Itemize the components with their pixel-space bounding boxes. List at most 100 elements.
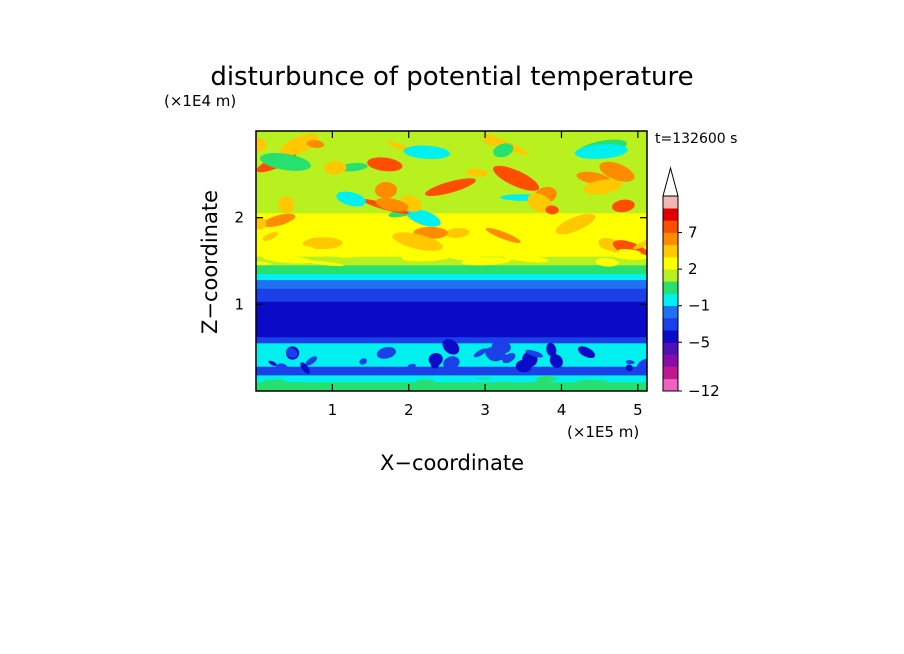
x-tick-label-0: 1 bbox=[328, 401, 338, 419]
time-label: t=132600 s bbox=[655, 131, 737, 147]
plot-frame bbox=[255, 130, 648, 392]
contour-feature-56 bbox=[305, 260, 344, 267]
contour-feature-26 bbox=[583, 179, 623, 195]
contour-feature-71 bbox=[525, 349, 543, 358]
x-axis-label: X−coordinate bbox=[380, 451, 524, 475]
contour-feature-74 bbox=[300, 362, 310, 374]
colorbar-cell-1 bbox=[663, 366, 678, 380]
colorbar-cell-3 bbox=[663, 342, 678, 355]
contour-feature-63 bbox=[279, 245, 315, 254]
colorbar-cell-5 bbox=[663, 317, 678, 331]
contour-band-5 bbox=[256, 280, 647, 290]
colorbar-label-4: −5 bbox=[688, 333, 710, 351]
contour-feature-40 bbox=[302, 237, 343, 250]
contour-band-12 bbox=[256, 382, 647, 391]
colorbar-cell-2 bbox=[663, 354, 678, 367]
contour-feature-33 bbox=[260, 152, 311, 171]
colorbar-cell-10 bbox=[663, 256, 678, 270]
colorbar-cell-14 bbox=[663, 208, 678, 221]
y-axis-label: Z−coordinate bbox=[198, 190, 222, 334]
contour-feature-102 bbox=[493, 381, 512, 384]
contour-feature-88 bbox=[376, 346, 396, 359]
contour-feature-81 bbox=[577, 346, 596, 359]
contour-feature-82 bbox=[268, 360, 277, 366]
contour-feature-109 bbox=[415, 379, 435, 385]
contour-feature-75 bbox=[549, 354, 563, 368]
contour-feature-9 bbox=[445, 228, 470, 238]
contour-feature-89 bbox=[407, 363, 416, 369]
contour-feature-23 bbox=[279, 133, 319, 156]
contour-feature-67 bbox=[625, 360, 635, 365]
contour-feature-85 bbox=[443, 356, 460, 370]
contour-feature-43 bbox=[403, 145, 450, 160]
contour-feature-79 bbox=[442, 339, 460, 355]
y-tick-label-0: 1 bbox=[234, 295, 244, 313]
contour-feature-87 bbox=[473, 348, 487, 358]
contour-feature-32 bbox=[324, 161, 347, 175]
x-tick-label-1: 2 bbox=[404, 401, 414, 419]
contour-feature-92 bbox=[485, 347, 502, 362]
colorbar-cell-9 bbox=[663, 269, 678, 282]
contour-feature-77 bbox=[546, 342, 557, 357]
contour-feature-105 bbox=[324, 383, 343, 388]
contour-feature-21 bbox=[466, 168, 488, 177]
contour-feature-107 bbox=[278, 383, 301, 388]
contour-feature-31 bbox=[545, 205, 559, 215]
colorbar-cell-15 bbox=[663, 196, 678, 209]
contour-feature-97 bbox=[546, 383, 573, 390]
contour-feature-47 bbox=[262, 255, 312, 264]
x-tick-label-2: 3 bbox=[480, 401, 490, 419]
contour-feature-7 bbox=[262, 213, 296, 228]
contour-feature-93 bbox=[515, 359, 532, 373]
contour-feature-42 bbox=[392, 232, 443, 251]
contour-band-6 bbox=[256, 288, 647, 303]
contour-features bbox=[256, 133, 647, 391]
contour-feature-90 bbox=[285, 347, 298, 358]
contour-feature-73 bbox=[276, 363, 288, 372]
colorbar-cell-7 bbox=[663, 293, 678, 306]
contour-feature-64 bbox=[573, 246, 617, 257]
x-scale-label: (×1E5 m) bbox=[567, 423, 639, 441]
contour-feature-94 bbox=[618, 384, 647, 387]
colorbar-label-7: −1 bbox=[688, 297, 710, 315]
contour-feature-76 bbox=[637, 358, 647, 370]
x-tick-label-3: 4 bbox=[557, 401, 567, 419]
contour-feature-27 bbox=[527, 193, 552, 213]
contour-feature-37 bbox=[336, 191, 366, 207]
contour-band-7 bbox=[256, 301, 647, 338]
contour-feature-53 bbox=[513, 247, 533, 254]
contour-feature-35 bbox=[262, 231, 279, 241]
chart-title: disturbunce of potential temperature bbox=[210, 62, 693, 92]
contour-feature-28 bbox=[493, 143, 514, 158]
colorbar-cell-6 bbox=[663, 305, 678, 319]
contour-feature-100 bbox=[510, 384, 535, 391]
colorbar: −12−5−127 bbox=[662, 166, 720, 400]
contour-feature-104 bbox=[536, 376, 558, 382]
contour-feature-2 bbox=[555, 213, 596, 235]
contour-feature-58 bbox=[610, 251, 647, 260]
contour-feature-65 bbox=[319, 250, 341, 256]
colorbar-cell-13 bbox=[663, 220, 678, 233]
contour-feature-44 bbox=[375, 197, 409, 212]
contour-feature-91 bbox=[359, 358, 368, 365]
contour-feature-84 bbox=[428, 352, 443, 366]
contour-feature-52 bbox=[461, 257, 512, 266]
contour-feature-15 bbox=[485, 227, 521, 243]
contour-feature-29 bbox=[425, 178, 476, 196]
x-axis: 1 2 3 4 5 bbox=[328, 131, 643, 419]
contour-band-10 bbox=[256, 366, 647, 376]
contour-band-2 bbox=[256, 256, 647, 266]
contour-feature-12 bbox=[611, 199, 635, 213]
contour-feature-46 bbox=[401, 252, 454, 262]
y-axis: 12 bbox=[234, 209, 647, 313]
colorbar-cell-12 bbox=[663, 232, 678, 246]
contour-feature-61 bbox=[490, 246, 515, 256]
contour-feature-39 bbox=[306, 140, 325, 148]
contour-feature-41 bbox=[632, 237, 647, 250]
contour-feature-59 bbox=[533, 253, 553, 257]
contour-feature-4 bbox=[599, 161, 635, 182]
contour-band-4 bbox=[256, 274, 647, 281]
contour-feature-10 bbox=[374, 182, 398, 199]
y-tick-label-1: 2 bbox=[234, 209, 244, 227]
contour-feature-98 bbox=[476, 377, 491, 380]
